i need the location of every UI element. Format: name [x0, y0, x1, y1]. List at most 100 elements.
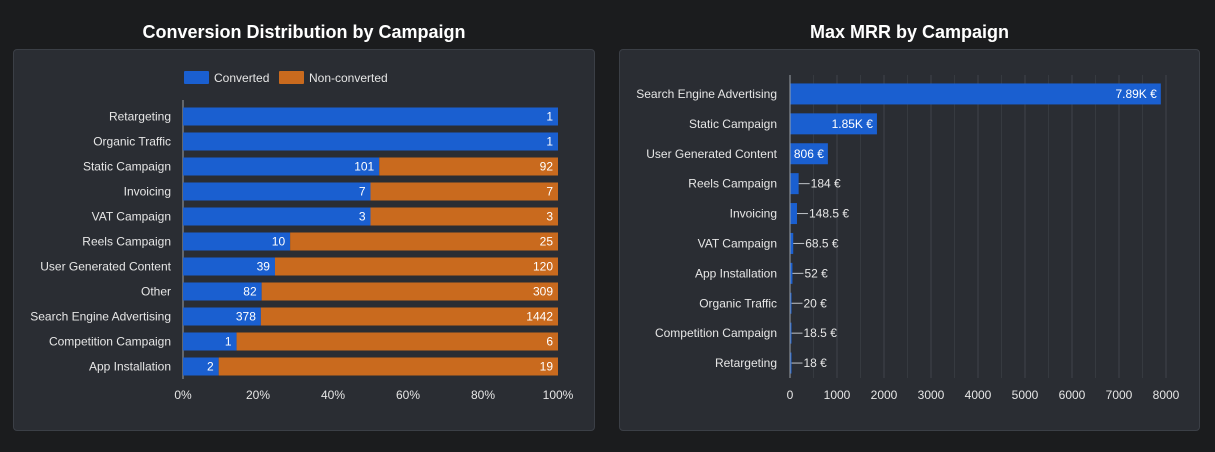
bar-non-converted: [218, 357, 558, 376]
mrr-bar-label: 148.5 €: [809, 207, 849, 221]
left-category-label: Static Campaign: [83, 160, 171, 174]
bar-label-converted: 39: [257, 260, 271, 274]
mrr-bar: [790, 83, 1161, 105]
bar-non-converted: [274, 257, 558, 276]
mrr-bar-label: 68.5 €: [805, 236, 839, 250]
left-category-label: Search Engine Advertising: [30, 310, 171, 324]
right-x-tick-label: 6000: [1059, 388, 1086, 402]
bar-converted: [183, 357, 219, 376]
mrr-bar-label: 52 €: [804, 266, 828, 280]
bar-label-non-converted: 19: [540, 360, 554, 374]
legend-label-converted: Converted: [214, 71, 269, 85]
mrr-bar-label: 20 €: [804, 296, 828, 310]
right-x-tick-label: 0: [787, 388, 794, 402]
bar-label-converted: 101: [354, 160, 374, 174]
bar-non-converted: [290, 232, 558, 251]
left-x-tick-label: 100%: [543, 388, 574, 402]
legend-label-non-converted: Non-converted: [309, 71, 388, 85]
bar-converted: [183, 232, 291, 251]
bar-label-non-converted: 120: [533, 260, 553, 274]
bar-label-converted: 10: [272, 235, 286, 249]
bar-label-non-converted: 25: [540, 235, 554, 249]
bar-label-converted: 7: [359, 185, 366, 199]
left-category-label: User Generated Content: [40, 260, 171, 274]
right-chart-title: Max MRR by Campaign: [809, 22, 1010, 42]
left-category-label: Organic Traffic: [93, 135, 171, 149]
bar-label-converted: 3: [359, 210, 366, 224]
mrr-bar: [790, 352, 792, 374]
bar-non-converted: [260, 307, 558, 326]
bar-converted: [183, 307, 261, 326]
left-category-label: App Installation: [89, 360, 171, 374]
bar-non-converted: [370, 207, 558, 226]
mrr-bar-label: 184 €: [811, 177, 841, 191]
bar-label-converted: 2: [207, 360, 214, 374]
legend-swatch-converted: [184, 71, 209, 84]
left-x-tick-label: 60%: [396, 388, 420, 402]
mrr-bar: [790, 262, 793, 284]
mrr-bar-label: 18 €: [804, 356, 828, 370]
right-x-tick-label: 8000: [1153, 388, 1180, 402]
right-category-label: Competition Campaign: [655, 326, 777, 340]
bar-converted: [183, 157, 380, 176]
right-category-label: User Generated Content: [646, 147, 777, 161]
mrr-bar: [790, 113, 877, 135]
right-x-tick-label: 1000: [824, 388, 851, 402]
bar-label-converted: 1: [546, 135, 553, 149]
right-x-tick-label: 3000: [918, 388, 945, 402]
right-x-tick-label: 7000: [1106, 388, 1133, 402]
bar-label-converted: 1: [546, 110, 553, 124]
bar-non-converted: [261, 282, 558, 301]
left-x-tick-label: 20%: [246, 388, 270, 402]
bar-converted: [183, 282, 262, 301]
left-x-tick-label: 40%: [321, 388, 345, 402]
left-x-tick-label: 80%: [471, 388, 495, 402]
left-category-label: Retargeting: [109, 110, 171, 124]
right-category-label: Retargeting: [715, 356, 777, 370]
bar-label-non-converted: 6: [546, 335, 553, 349]
right-x-tick-label: 5000: [1012, 388, 1039, 402]
bar-label-non-converted: 92: [540, 160, 554, 174]
bar-converted: [183, 207, 371, 226]
mrr-bar: [790, 322, 792, 344]
bar-converted: [183, 182, 371, 201]
bar-non-converted: [370, 182, 558, 201]
mrr-bar: [790, 292, 792, 314]
left-category-label: Invoicing: [124, 185, 171, 199]
bar-label-converted: 1: [225, 335, 232, 349]
mrr-bar: [790, 232, 794, 254]
right-category-label: Reels Campaign: [688, 177, 777, 191]
right-x-tick-label: 4000: [965, 388, 992, 402]
legend-swatch-non-converted: [279, 71, 304, 84]
left-category-label: VAT Campaign: [92, 210, 171, 224]
bar-label-converted: 378: [236, 310, 256, 324]
bar-converted: [183, 107, 558, 126]
right-category-label: VAT Campaign: [698, 236, 777, 250]
bar-converted: [183, 132, 558, 151]
bar-label-non-converted: 1442: [526, 310, 553, 324]
mrr-bar: [790, 173, 799, 195]
left-category-label: Reels Campaign: [82, 235, 171, 249]
bar-label-non-converted: 7: [546, 185, 553, 199]
mrr-bar-label: 806 €: [794, 147, 824, 161]
mrr-bar-label: 7.89K €: [1115, 87, 1157, 101]
mrr-bar-label: 1.85K €: [832, 117, 874, 131]
bar-converted: [183, 332, 237, 351]
left-category-label: Other: [141, 285, 171, 299]
right-x-tick-label: 2000: [871, 388, 898, 402]
bar-label-non-converted: 3: [546, 210, 553, 224]
mrr-bar: [790, 203, 797, 225]
bar-converted: [183, 257, 275, 276]
bar-label-converted: 82: [243, 285, 257, 299]
bar-non-converted: [379, 157, 558, 176]
bar-non-converted: [236, 332, 559, 351]
bar-label-non-converted: 309: [533, 285, 553, 299]
left-x-tick-label: 0%: [174, 388, 192, 402]
right-chart-panel: [619, 49, 1200, 431]
left-chart-title: Conversion Distribution by Campaign: [142, 22, 466, 42]
right-category-label: App Installation: [695, 266, 777, 280]
right-category-label: Search Engine Advertising: [636, 87, 777, 101]
mrr-bar: [790, 143, 828, 165]
right-category-label: Static Campaign: [689, 117, 777, 131]
